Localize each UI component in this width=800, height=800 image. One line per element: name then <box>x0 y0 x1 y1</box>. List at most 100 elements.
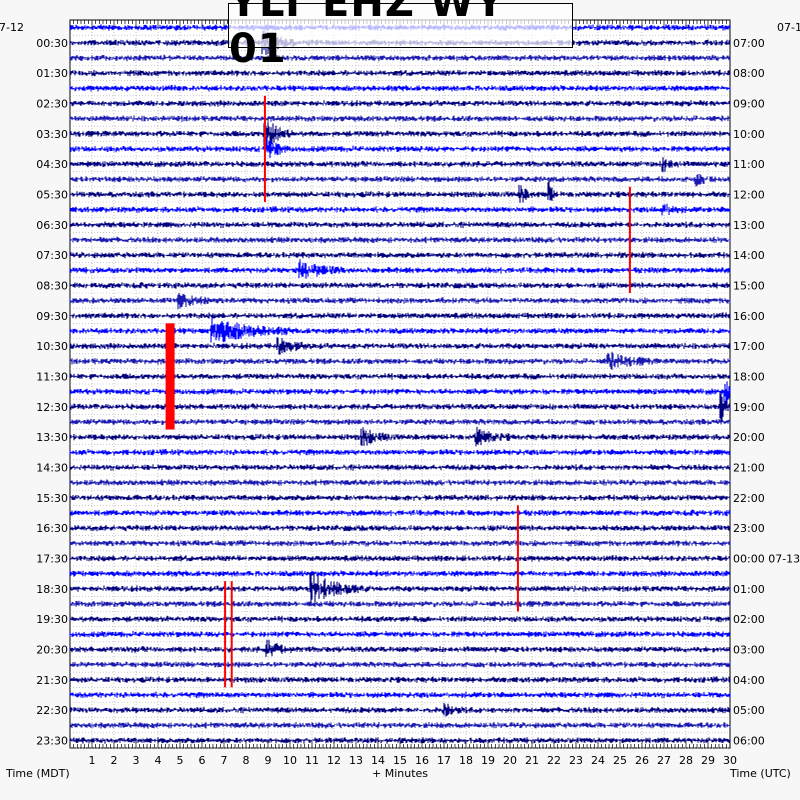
left-time-label: 00:30 <box>36 37 68 50</box>
trace-row-13 <box>69 221 731 229</box>
left-time-label: 07:30 <box>36 249 68 262</box>
right-time-label: 20:00 <box>733 431 765 444</box>
right-time-label: 06:00 <box>733 734 765 747</box>
x-tick-label: 21 <box>525 754 539 767</box>
left-time-label: 09:30 <box>36 310 68 323</box>
x-tick-label: 19 <box>481 754 495 767</box>
left-time-label: 06:30 <box>36 219 68 232</box>
trace-row-37 <box>69 572 731 605</box>
left-time-label: 12:30 <box>36 401 68 414</box>
x-tick-label: 22 <box>547 754 561 767</box>
event-marker <box>263 95 266 202</box>
x-tick-label: 23 <box>569 754 583 767</box>
right-time-label: 18:00 <box>733 370 765 383</box>
x-tick-label: 20 <box>503 754 517 767</box>
right-time-label: 04:00 <box>733 674 765 687</box>
x-tick-label: 14 <box>371 754 385 767</box>
trace-row-19 <box>69 312 731 320</box>
trace-row-46 <box>69 721 731 729</box>
trace-row-22 <box>69 351 731 370</box>
trace-row-15 <box>69 251 731 259</box>
right-time-label: 16:00 <box>733 310 765 323</box>
x-tick-label: 4 <box>155 754 162 767</box>
right-time-label: 05:00 <box>733 704 765 717</box>
trace-row-25 <box>69 391 731 423</box>
event-marker <box>516 505 519 612</box>
left-time-label: 21:30 <box>36 674 68 687</box>
event-marker <box>224 581 227 688</box>
trace-row-14 <box>69 236 731 244</box>
trace-row-12 <box>69 203 731 216</box>
right-time-label: 02:00 <box>733 613 765 626</box>
right-time-label: 17:00 <box>733 340 765 353</box>
left-time-label: 03:30 <box>36 128 68 141</box>
trace-row-40 <box>69 630 731 638</box>
x-tick-label: 17 <box>437 754 451 767</box>
event-marker <box>628 186 631 293</box>
grid <box>70 20 730 749</box>
right-time-label: 21:00 <box>733 461 765 474</box>
right-time-label: 23:00 <box>733 522 765 535</box>
x-tick-label: 30 <box>723 754 737 767</box>
x-tick-label: 5 <box>177 754 184 767</box>
trace-row-6 <box>69 115 731 122</box>
trace-row-30 <box>69 479 731 486</box>
x-tick-label: 24 <box>591 754 605 767</box>
trace-row-8 <box>69 136 731 159</box>
trace-row-33 <box>69 524 731 532</box>
left-time-label: 05:30 <box>36 188 68 201</box>
right-time-label: 13:00 <box>733 219 765 232</box>
x-tick-label: 7 <box>221 754 228 767</box>
trace-row-23 <box>69 373 731 380</box>
left-time-label: 10:30 <box>36 340 68 353</box>
x-tick-label: 29 <box>701 754 715 767</box>
traces <box>69 24 731 744</box>
trace-row-45 <box>69 702 731 717</box>
x-tick-label: 10 <box>283 754 297 767</box>
x-tick-label: 9 <box>265 754 272 767</box>
trace-row-18 <box>69 293 731 310</box>
x-tick-label: 6 <box>199 754 206 767</box>
axis-labels: 1 2 3 4 5 6 7 8 9 10 11 12 13 14 15 16 17 18 19 20 21 22 23 24 2… <box>36 37 800 767</box>
left-time-label: 19:30 <box>36 613 68 626</box>
trace-row-31 <box>69 494 731 502</box>
x-tick-label: 3 <box>133 754 140 767</box>
left-time-label: 13:30 <box>36 431 68 444</box>
trace-row-36 <box>69 570 731 577</box>
right-time-label: 11:00 <box>733 158 765 171</box>
x-tick-label: 11 <box>305 754 319 767</box>
trace-row-5 <box>69 100 731 107</box>
left-time-label: 08:30 <box>36 279 68 292</box>
trace-row-4 <box>69 84 731 92</box>
event-marker <box>230 581 233 688</box>
trace-row-20 <box>69 317 731 343</box>
left-time-label: 16:30 <box>36 522 68 535</box>
chart-title: YLT EHZ WY 01 <box>228 0 573 72</box>
trace-row-24 <box>69 381 731 404</box>
trace-row-42 <box>69 661 731 668</box>
trace-row-44 <box>69 691 731 699</box>
right-time-label: 09:00 <box>733 97 765 110</box>
x-tick-label: 13 <box>349 754 363 767</box>
x-tick-label: 16 <box>415 754 429 767</box>
trace-row-16 <box>69 259 731 279</box>
right-time-label: 00:00 07-13 <box>733 552 800 565</box>
left-axis-title: Time (MDT) <box>5 767 70 780</box>
trace-row-35 <box>69 555 731 562</box>
x-axis-title: + Minutes <box>372 767 428 780</box>
right-time-label: 15:00 <box>733 279 765 292</box>
x-tick-label: 8 <box>243 754 250 767</box>
left-time-label: 11:30 <box>36 370 68 383</box>
x-tick-label: 15 <box>393 754 407 767</box>
left-time-label: 01:30 <box>36 67 68 80</box>
trace-row-41 <box>69 639 731 657</box>
left-date: 07-12 <box>0 21 24 34</box>
trace-row-28 <box>69 448 731 456</box>
trace-row-39 <box>69 615 731 623</box>
left-time-label: 18:30 <box>36 583 68 596</box>
left-time-label: 14:30 <box>36 461 68 474</box>
right-date: 07-13 <box>777 21 800 34</box>
x-tick-label: 26 <box>635 754 649 767</box>
right-time-label: 01:00 <box>733 583 765 596</box>
